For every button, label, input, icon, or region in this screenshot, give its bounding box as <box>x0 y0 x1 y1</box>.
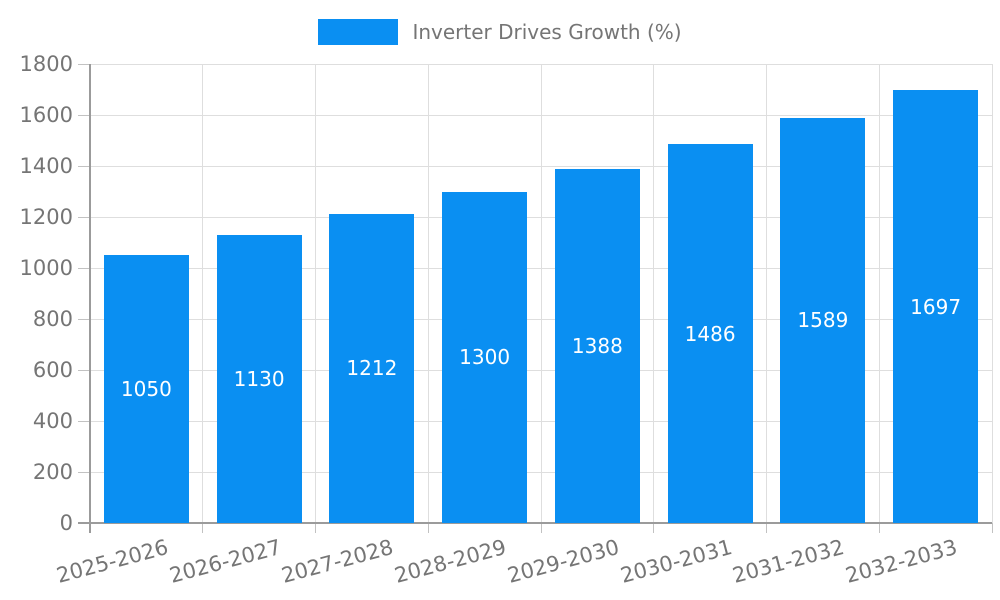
legend-swatch <box>318 19 399 45</box>
x-tick-label: 2031-2032 <box>730 535 848 588</box>
bar: 1589 <box>780 117 866 523</box>
bar: 1130 <box>216 234 302 523</box>
gridline-vertical <box>878 64 880 523</box>
x-tick-label: 2026-2027 <box>166 535 284 588</box>
x-axis-line <box>78 522 992 524</box>
x-tick-mark <box>540 523 542 533</box>
y-tick-label: 0 <box>59 511 73 535</box>
x-tick-label: 2032-2033 <box>843 535 960 588</box>
bar: 1388 <box>554 169 640 523</box>
bar: 1486 <box>667 144 753 523</box>
x-tick-label: 2027-2028 <box>279 535 397 588</box>
y-tick-label: 800 <box>32 307 73 331</box>
bar-value-label: 1697 <box>910 294 962 319</box>
bar: 1697 <box>893 90 979 523</box>
x-tick-mark <box>315 523 316 533</box>
gridline-horizontal <box>90 114 992 116</box>
chart-legend: Inverter Drives Growth (%) <box>0 19 1000 45</box>
bar-value-label: 1486 <box>684 321 736 346</box>
bar-value-label: 1212 <box>346 356 398 381</box>
x-tick-mark <box>202 523 204 533</box>
gridline-horizontal <box>90 63 992 65</box>
bar: 1300 <box>442 191 528 523</box>
x-tick-mark <box>653 523 655 533</box>
y-tick-label: 1000 <box>19 256 73 280</box>
bar-value-label: 1050 <box>120 377 172 402</box>
gridline-vertical <box>315 64 316 523</box>
bar-value-label: 1589 <box>797 308 849 333</box>
x-tick-mark <box>878 523 880 533</box>
y-tick-label: 1200 <box>19 205 73 229</box>
x-tick-label: 2030-2031 <box>617 535 735 588</box>
x-tick-mark <box>427 523 429 533</box>
x-tick-mark <box>991 523 993 533</box>
y-tick-label: 1600 <box>19 103 73 127</box>
x-tick-label: 2029-2030 <box>504 535 622 588</box>
y-axis-line <box>89 64 91 533</box>
gridline-vertical <box>991 64 993 523</box>
y-tick-label: 400 <box>32 409 73 433</box>
legend-label: Inverter Drives Growth (%) <box>412 20 682 44</box>
gridline-vertical <box>766 64 767 523</box>
x-tick-label: 2025-2026 <box>53 535 171 588</box>
y-tick-label: 1800 <box>19 52 73 76</box>
gridline-vertical <box>653 64 655 523</box>
bar-value-label: 1388 <box>571 334 623 359</box>
bar: 1050 <box>103 255 189 523</box>
bar-value-label: 1130 <box>233 366 285 391</box>
gridline-vertical <box>540 64 542 523</box>
bar-value-label: 1300 <box>459 345 511 370</box>
gridline-vertical <box>202 64 204 523</box>
y-tick-label: 600 <box>32 358 73 382</box>
x-tick-mark <box>766 523 767 533</box>
gridline-vertical <box>427 64 429 523</box>
bar: 1212 <box>329 213 415 523</box>
y-tick-label: 200 <box>32 460 73 484</box>
y-tick-label: 1400 <box>19 154 73 178</box>
x-tick-label: 2028-2029 <box>392 535 509 588</box>
